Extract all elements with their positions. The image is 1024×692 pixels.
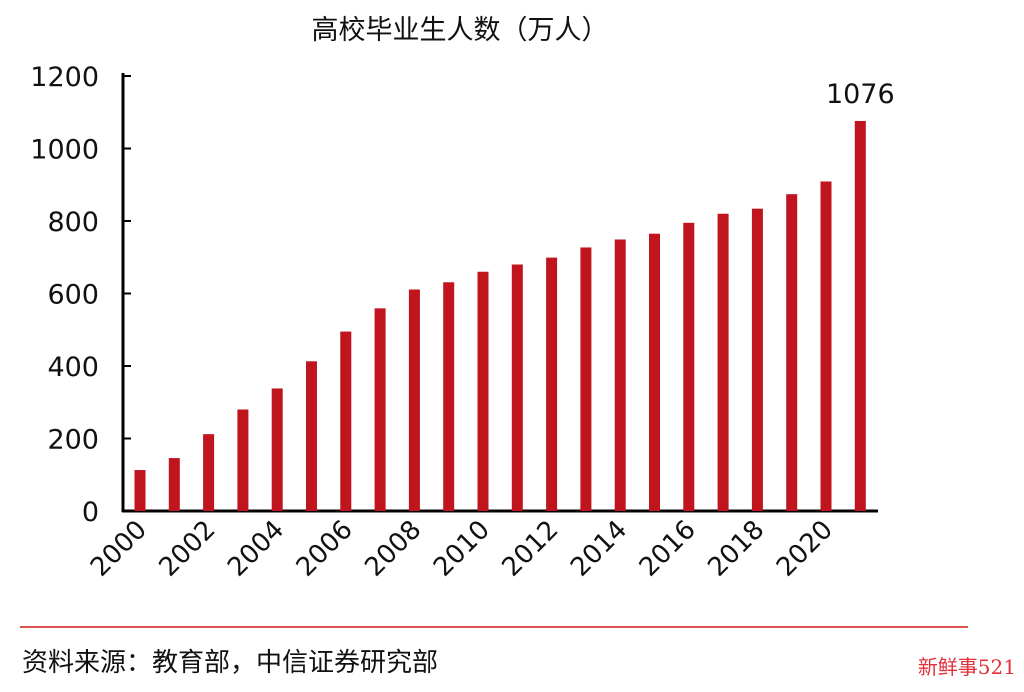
bar-2016 [683,222,695,511]
bar-2013 [580,247,592,511]
x-tick-label: 2016 [634,515,702,583]
bar-2010 [477,271,489,511]
bar-2011 [511,264,523,511]
x-tick-label: 2012 [497,515,565,583]
bar-2017 [717,213,729,511]
bar-2006 [340,331,352,511]
bar-2005 [306,361,317,511]
bar-2018 [751,208,763,512]
y-tick-label: 200 [47,425,99,456]
y-tick-label: 1000 [30,135,99,166]
data-label: 1076 [826,79,895,110]
bar-2019 [786,194,798,512]
x-tick-label: 2020 [771,515,839,583]
divider [20,626,968,628]
bar-2008 [408,289,420,511]
bar-2012 [546,257,558,511]
x-tick-label: 2004 [222,515,290,583]
x-tick-label: 2014 [565,515,633,583]
x-tick-label: 2018 [702,515,770,583]
bar-2004 [271,388,283,511]
bar-2002 [203,434,215,511]
bar-2014 [614,239,626,512]
y-tick-label: 0 [82,497,99,528]
bar-2007 [374,308,386,511]
watermark: 新鲜事521 [917,655,1016,679]
bar-2003 [237,409,249,511]
y-tick-label: 800 [47,207,99,238]
x-tick-label: 2008 [359,515,427,583]
x-tick-label: 2002 [154,515,222,583]
x-tick-label: 2006 [291,515,359,583]
y-tick-label: 400 [47,352,99,383]
bar-2009 [443,282,455,511]
chart-title: 高校毕业生人数（万人） [311,15,609,46]
bar-2001 [168,458,180,511]
source-note: 资料来源：教育部，中信证券研究部 [22,648,439,678]
x-tick-label: 2010 [428,515,496,583]
y-tick-label: 1200 [30,62,99,93]
y-tick-label: 600 [47,280,99,311]
bar-2000 [134,470,146,511]
bar-2015 [649,233,660,511]
bar-2021 [854,120,866,511]
bar-2020 [820,181,832,512]
